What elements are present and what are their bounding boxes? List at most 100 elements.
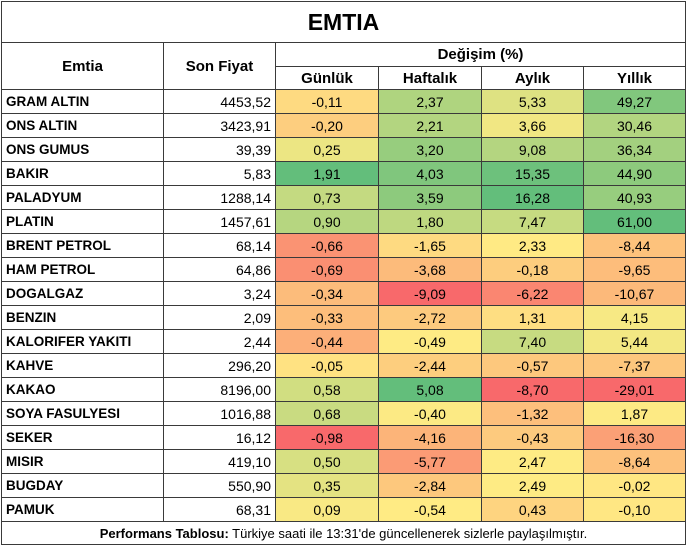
table-row: GRAM ALTIN 4453,52 -0,11 2,37 5,33 49,27	[1, 89, 686, 114]
commodity-name: BUGDAY	[1, 473, 164, 498]
last-price: 1288,14	[163, 185, 276, 210]
header-son-fiyat: Son Fiyat	[163, 42, 276, 90]
change-gunluk: -0,11	[275, 89, 379, 114]
header-aylik: Aylık	[481, 66, 584, 90]
change-gunluk: -0,20	[275, 113, 379, 138]
change-haftalik: -1,65	[378, 233, 482, 258]
commodity-name: KAKAO	[1, 377, 164, 402]
change-aylik: 7,47	[481, 209, 584, 234]
change-yillik: 40,93	[583, 185, 686, 210]
table-row: KAKAO 8196,00 0,58 5,08 -8,70 -29,01	[1, 377, 686, 402]
change-aylik: -0,57	[481, 353, 584, 378]
change-haftalik: 5,08	[378, 377, 482, 402]
table-title: EMTIA	[1, 1, 686, 43]
change-aylik: 2,49	[481, 473, 584, 498]
header-emtia: Emtia	[1, 42, 164, 90]
change-haftalik: -0,49	[378, 329, 482, 354]
change-gunluk: 0,09	[275, 497, 379, 522]
change-haftalik: -0,40	[378, 401, 482, 426]
change-haftalik: -2,84	[378, 473, 482, 498]
table-row: PLATIN 1457,61 0,90 1,80 7,47 61,00	[1, 209, 686, 234]
table-row: MISIR 419,10 0,50 -5,77 2,47 -8,64	[1, 449, 686, 474]
change-yillik: 5,44	[583, 329, 686, 354]
change-yillik: -29,01	[583, 377, 686, 402]
last-price: 68,31	[163, 497, 276, 522]
change-aylik: -8,70	[481, 377, 584, 402]
last-price: 5,83	[163, 161, 276, 186]
change-haftalik: -2,44	[378, 353, 482, 378]
header-haftalik: Haftalık	[378, 66, 482, 90]
change-aylik: -6,22	[481, 281, 584, 306]
change-yillik: -10,67	[583, 281, 686, 306]
commodity-name: PLATIN	[1, 209, 164, 234]
footer-note: Performans Tablosu: Türkiye saati ile 13…	[1, 521, 686, 545]
change-haftalik: -4,16	[378, 425, 482, 450]
change-yillik: -16,30	[583, 425, 686, 450]
change-yillik: 1,87	[583, 401, 686, 426]
change-aylik: 1,31	[481, 305, 584, 330]
table-row: BAKIR 5,83 1,91 4,03 15,35 44,90	[1, 161, 686, 186]
last-price: 4453,52	[163, 89, 276, 114]
footer-text: Türkiye saati ile 13:31'de güncellenerek…	[228, 525, 588, 541]
change-haftalik: -9,09	[378, 281, 482, 306]
change-aylik: 9,08	[481, 137, 584, 162]
change-gunluk: 0,58	[275, 377, 379, 402]
change-gunluk: 0,25	[275, 137, 379, 162]
commodity-name: KALORIFER YAKITI	[1, 329, 164, 354]
commodity-name: PALADYUM	[1, 185, 164, 210]
commodity-name: KAHVE	[1, 353, 164, 378]
commodity-name: DOGALGAZ	[1, 281, 164, 306]
commodity-name: PAMUK	[1, 497, 164, 522]
change-haftalik: -5,77	[378, 449, 482, 474]
last-price: 16,12	[163, 425, 276, 450]
last-price: 296,20	[163, 353, 276, 378]
header-gunluk: Günlük	[275, 66, 379, 90]
change-yillik: 61,00	[583, 209, 686, 234]
change-aylik: 7,40	[481, 329, 584, 354]
change-yillik: 36,34	[583, 137, 686, 162]
change-aylik: 2,33	[481, 233, 584, 258]
table-row: DOGALGAZ 3,24 -0,34 -9,09 -6,22 -10,67	[1, 281, 686, 306]
change-yillik: 49,27	[583, 89, 686, 114]
change-gunluk: -0,34	[275, 281, 379, 306]
last-price: 1457,61	[163, 209, 276, 234]
last-price: 550,90	[163, 473, 276, 498]
change-aylik: -0,18	[481, 257, 584, 282]
table-row: ONS GUMUS 39,39 0,25 3,20 9,08 36,34	[1, 137, 686, 162]
change-yillik: -0,02	[583, 473, 686, 498]
commodity-name: SOYA FASULYESI	[1, 401, 164, 426]
table-row: BENZIN 2,09 -0,33 -2,72 1,31 4,15	[1, 305, 686, 330]
commodity-name: ONS ALTIN	[1, 113, 164, 138]
change-haftalik: -0,54	[378, 497, 482, 522]
last-price: 2,09	[163, 305, 276, 330]
change-yillik: -7,37	[583, 353, 686, 378]
change-yillik: 4,15	[583, 305, 686, 330]
last-price: 1016,88	[163, 401, 276, 426]
last-price: 68,14	[163, 233, 276, 258]
change-aylik: 15,35	[481, 161, 584, 186]
change-haftalik: 2,37	[378, 89, 482, 114]
change-gunluk: 0,35	[275, 473, 379, 498]
change-aylik: 16,28	[481, 185, 584, 210]
change-haftalik: 4,03	[378, 161, 482, 186]
table-row: BRENT PETROL 68,14 -0,66 -1,65 2,33 -8,44	[1, 233, 686, 258]
change-gunluk: 0,90	[275, 209, 379, 234]
last-price: 3,24	[163, 281, 276, 306]
change-aylik: -1,32	[481, 401, 584, 426]
change-haftalik: -2,72	[378, 305, 482, 330]
change-haftalik: 1,80	[378, 209, 482, 234]
change-gunluk: 0,50	[275, 449, 379, 474]
change-yillik: 44,90	[583, 161, 686, 186]
commodity-name: BRENT PETROL	[1, 233, 164, 258]
table-row: ONS ALTIN 3423,91 -0,20 2,21 3,66 30,46	[1, 113, 686, 138]
commodity-name: ONS GUMUS	[1, 137, 164, 162]
table-row: PALADYUM 1288,14 0,73 3,59 16,28 40,93	[1, 185, 686, 210]
last-price: 64,86	[163, 257, 276, 282]
change-yillik: -8,64	[583, 449, 686, 474]
change-haftalik: -3,68	[378, 257, 482, 282]
table-row: BUGDAY 550,90 0,35 -2,84 2,49 -0,02	[1, 473, 686, 498]
change-gunluk: -0,05	[275, 353, 379, 378]
last-price: 3423,91	[163, 113, 276, 138]
